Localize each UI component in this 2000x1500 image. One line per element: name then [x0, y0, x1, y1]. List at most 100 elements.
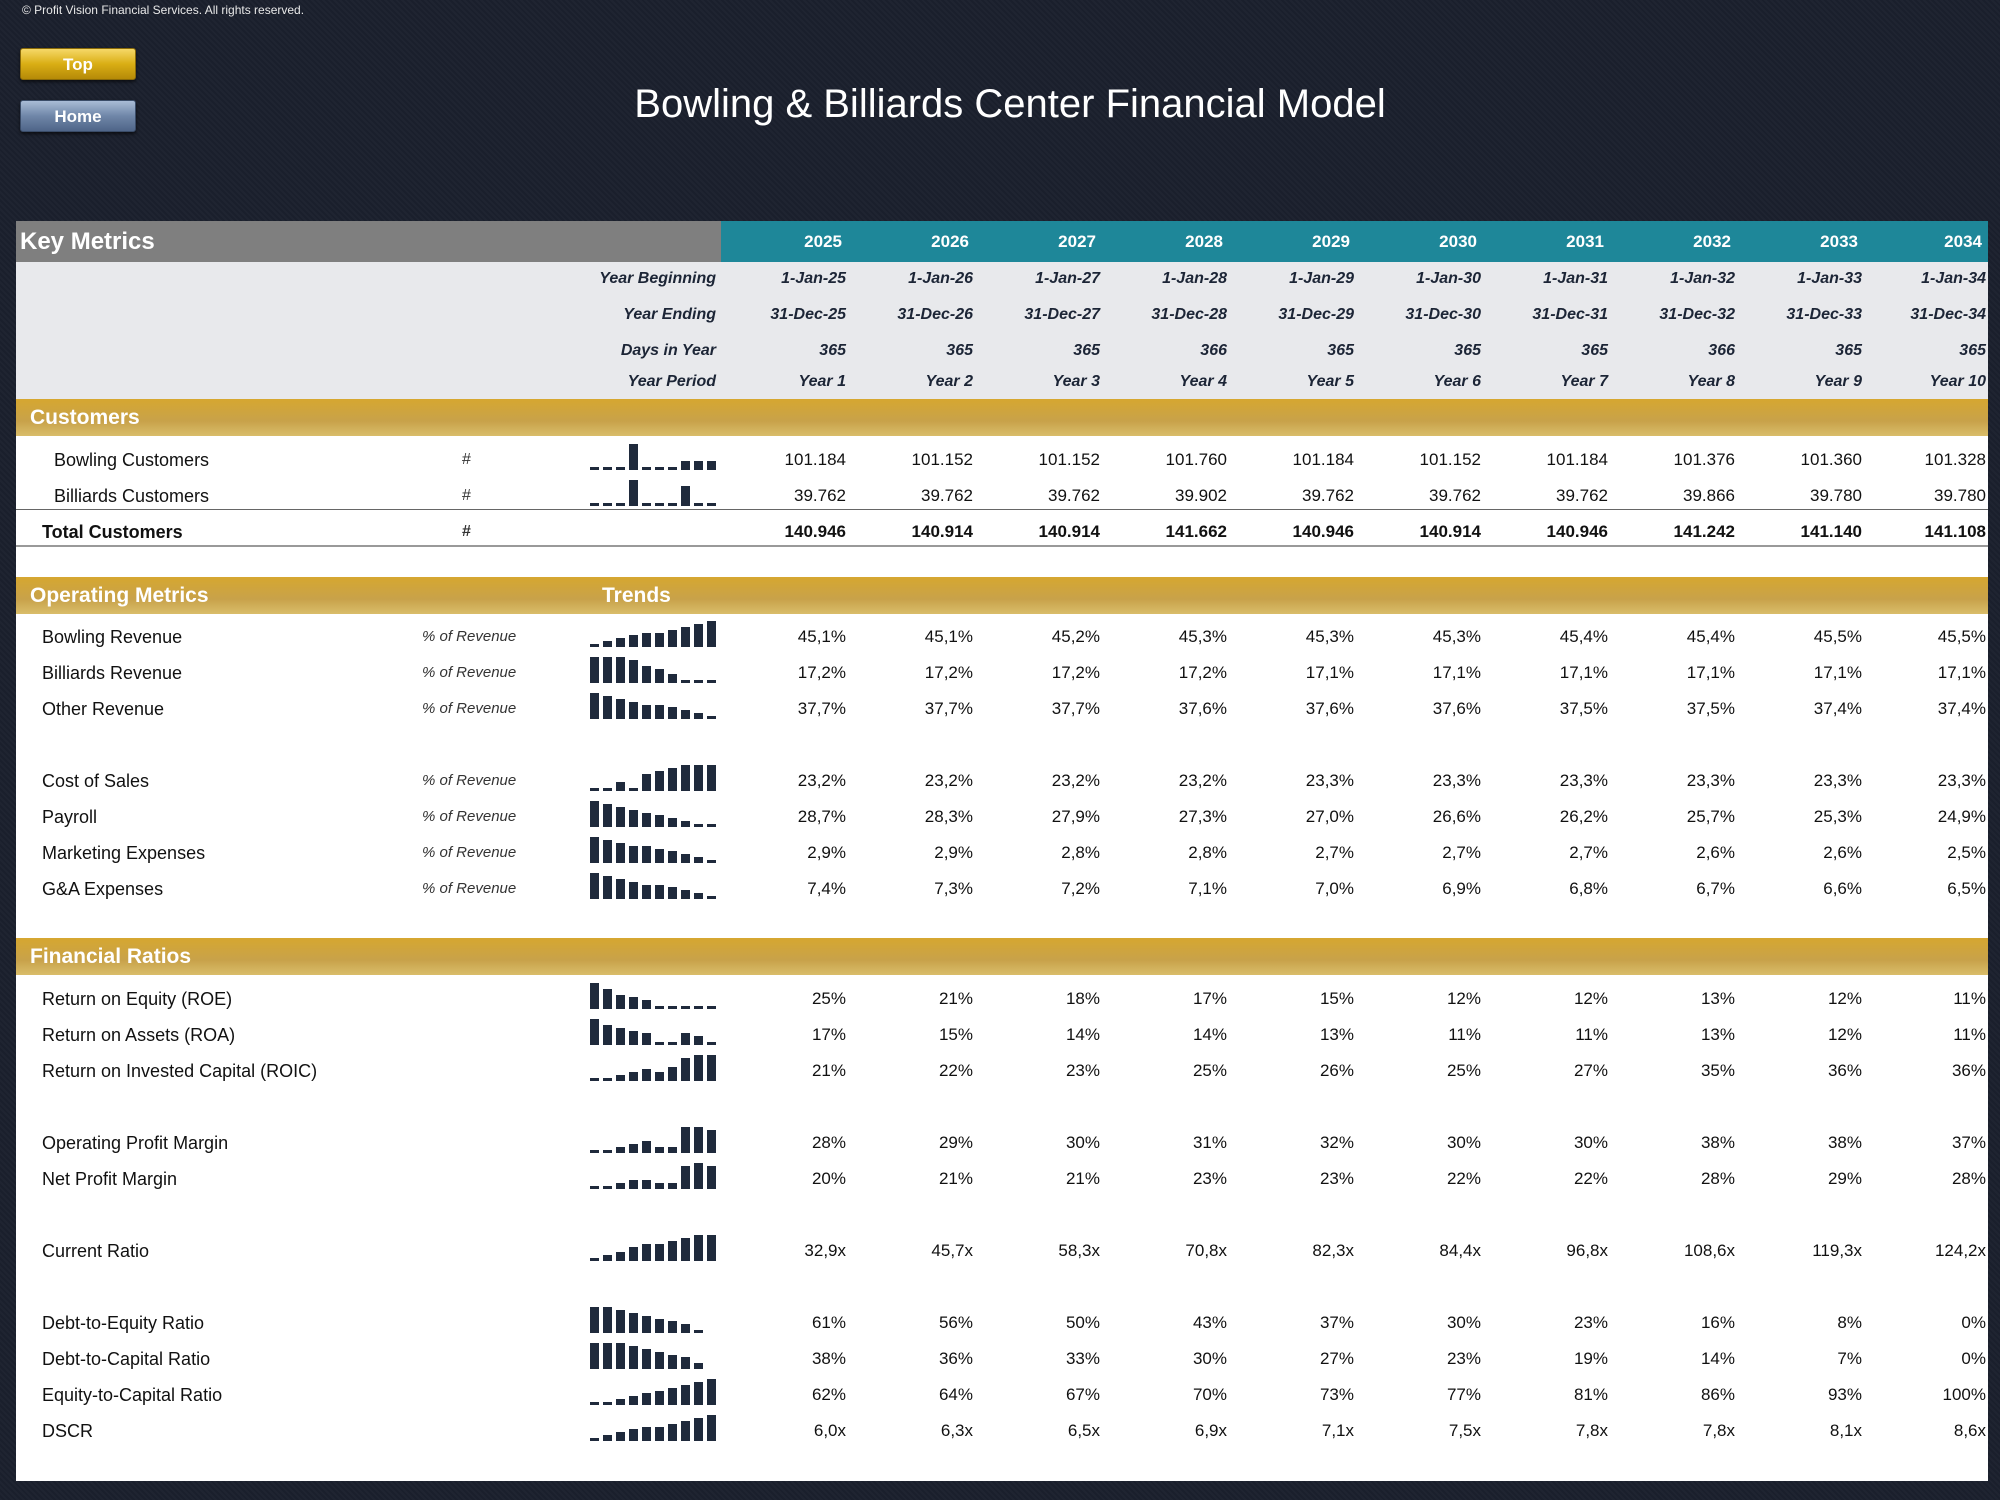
metric-label: Net Profit Margin [42, 1169, 178, 1189]
metric-value: 39.762 [1302, 486, 1354, 505]
metric-value: 15% [1319, 989, 1354, 1008]
info-row-value: 31-Dec-34 [1910, 306, 1986, 323]
sparkline-bar [694, 503, 703, 506]
metric-value: 23,2% [924, 771, 973, 790]
trend-sparkline [590, 835, 720, 863]
metric-value: 29% [1827, 1169, 1862, 1188]
sparkline-bar [616, 879, 625, 899]
sparkline-bar [616, 1075, 625, 1081]
sparkline-bar [681, 680, 690, 683]
metric-value: 7,3% [934, 879, 973, 898]
sparkline-bar [616, 995, 625, 1009]
metric-label: Payroll [42, 807, 98, 827]
sparkline-bar [681, 1127, 690, 1153]
metric-value: 23,2% [1178, 771, 1227, 790]
metric-value: 37,5% [1686, 699, 1735, 718]
metric-unit: # [462, 487, 471, 504]
sparkline-bar [668, 1424, 677, 1441]
metric-value: 7,8x [1575, 1421, 1608, 1440]
financial-ratios-section-bar: Financial Ratios [16, 938, 1988, 975]
trend-sparkline [590, 1413, 720, 1441]
metric-value: 17,1% [1432, 663, 1481, 682]
sparkline-bar [629, 810, 638, 827]
sparkline-bar [681, 627, 690, 647]
metric-value: 21% [1065, 1169, 1100, 1188]
metric-value: 17,2% [1051, 663, 1100, 682]
sparkline-bar [603, 1435, 612, 1441]
trend-sparkline [590, 799, 720, 827]
metric-value: 39.762 [794, 486, 846, 505]
metric-value: 70% [1192, 1385, 1227, 1404]
sparkline-bar [590, 1258, 599, 1261]
info-row-value: 365 [1454, 342, 1481, 359]
metric-label: Bowling Revenue [42, 627, 183, 647]
sparkline-bar [642, 1393, 651, 1405]
metric-value: 17,2% [924, 663, 973, 682]
metric-value: 101.184 [784, 450, 846, 469]
info-row-value: Year 10 [1929, 373, 1986, 390]
sparkline-bar [642, 1180, 651, 1189]
metric-value: 43% [1192, 1313, 1227, 1332]
sparkline-bar [629, 635, 638, 647]
sparkline-bar [694, 824, 703, 827]
year-header-cell: 2025 [804, 232, 842, 251]
sparkline-bar [668, 1067, 677, 1081]
metric-label: Billiards Revenue [42, 663, 183, 683]
sparkline-bar [668, 818, 677, 827]
metric-value: 30% [1573, 1133, 1608, 1152]
metric-value: 6,9x [1194, 1421, 1227, 1440]
sparkline-bar [603, 1307, 612, 1333]
trend-sparkline [590, 763, 720, 791]
sparkline-bar [616, 1432, 625, 1441]
info-row-value: 1-Jan-25 [781, 270, 846, 287]
top-button[interactable]: Top [20, 48, 136, 80]
trend-sparkline [590, 655, 720, 683]
metric-value: 26,6% [1432, 807, 1481, 826]
metric-value: 23,3% [1937, 771, 1986, 790]
metric-label: Cost of Sales [42, 771, 150, 791]
info-row-value: 366 [1708, 342, 1735, 359]
sparkline-bar [668, 1042, 677, 1045]
sparkline-bar [655, 1042, 664, 1045]
metric-value: 37,6% [1432, 699, 1481, 718]
metric-value: 13% [1700, 1025, 1735, 1044]
sparkline-bar [616, 657, 625, 683]
metric-value: 14% [1065, 1025, 1100, 1044]
home-button[interactable]: Home [20, 100, 136, 132]
metric-value: 26% [1319, 1061, 1354, 1080]
metric-value: 37,6% [1305, 699, 1354, 718]
metric-value: 27,9% [1051, 807, 1100, 826]
sparkline-bar [655, 1319, 664, 1333]
metric-value: 141.662 [1165, 522, 1227, 541]
sparkline-bar [642, 503, 651, 506]
metric-value: 28% [1951, 1169, 1986, 1188]
sparkline-bar [707, 1042, 716, 1045]
metric-value: 141.140 [1800, 522, 1862, 541]
sparkline-bar [603, 641, 612, 647]
sparkline-bar [603, 503, 612, 506]
sparkline-bar [655, 1244, 664, 1261]
metric-value: 27,0% [1305, 807, 1354, 826]
sparkline-bar [707, 860, 716, 863]
metric-value: 26,2% [1559, 807, 1608, 826]
sparkline-bar [616, 1343, 625, 1369]
metric-value: 25,3% [1813, 807, 1862, 826]
sparkline-bar [642, 1427, 651, 1441]
metric-value: 17% [1192, 989, 1227, 1008]
sparkline-bar [616, 843, 625, 863]
info-row-value: 365 [819, 342, 846, 359]
info-row-value: 1-Jan-29 [1289, 270, 1354, 287]
metric-value: 45,7x [931, 1241, 973, 1260]
info-row-value: 31-Dec-26 [897, 306, 973, 323]
metric-value: 0% [1961, 1313, 1986, 1332]
info-row-value: Year 1 [798, 373, 846, 390]
metric-value: 16% [1700, 1313, 1735, 1332]
metric-label: Bowling Customers [54, 450, 210, 470]
sparkline-bar [629, 997, 638, 1009]
sparkline-bar [694, 765, 703, 791]
sparkline-bar [707, 621, 716, 647]
metric-unit: % of Revenue [422, 808, 517, 825]
info-row-label: Year Beginning [599, 270, 716, 287]
metric-value: 37,5% [1559, 699, 1608, 718]
metric-unit: % of Revenue [422, 628, 517, 645]
